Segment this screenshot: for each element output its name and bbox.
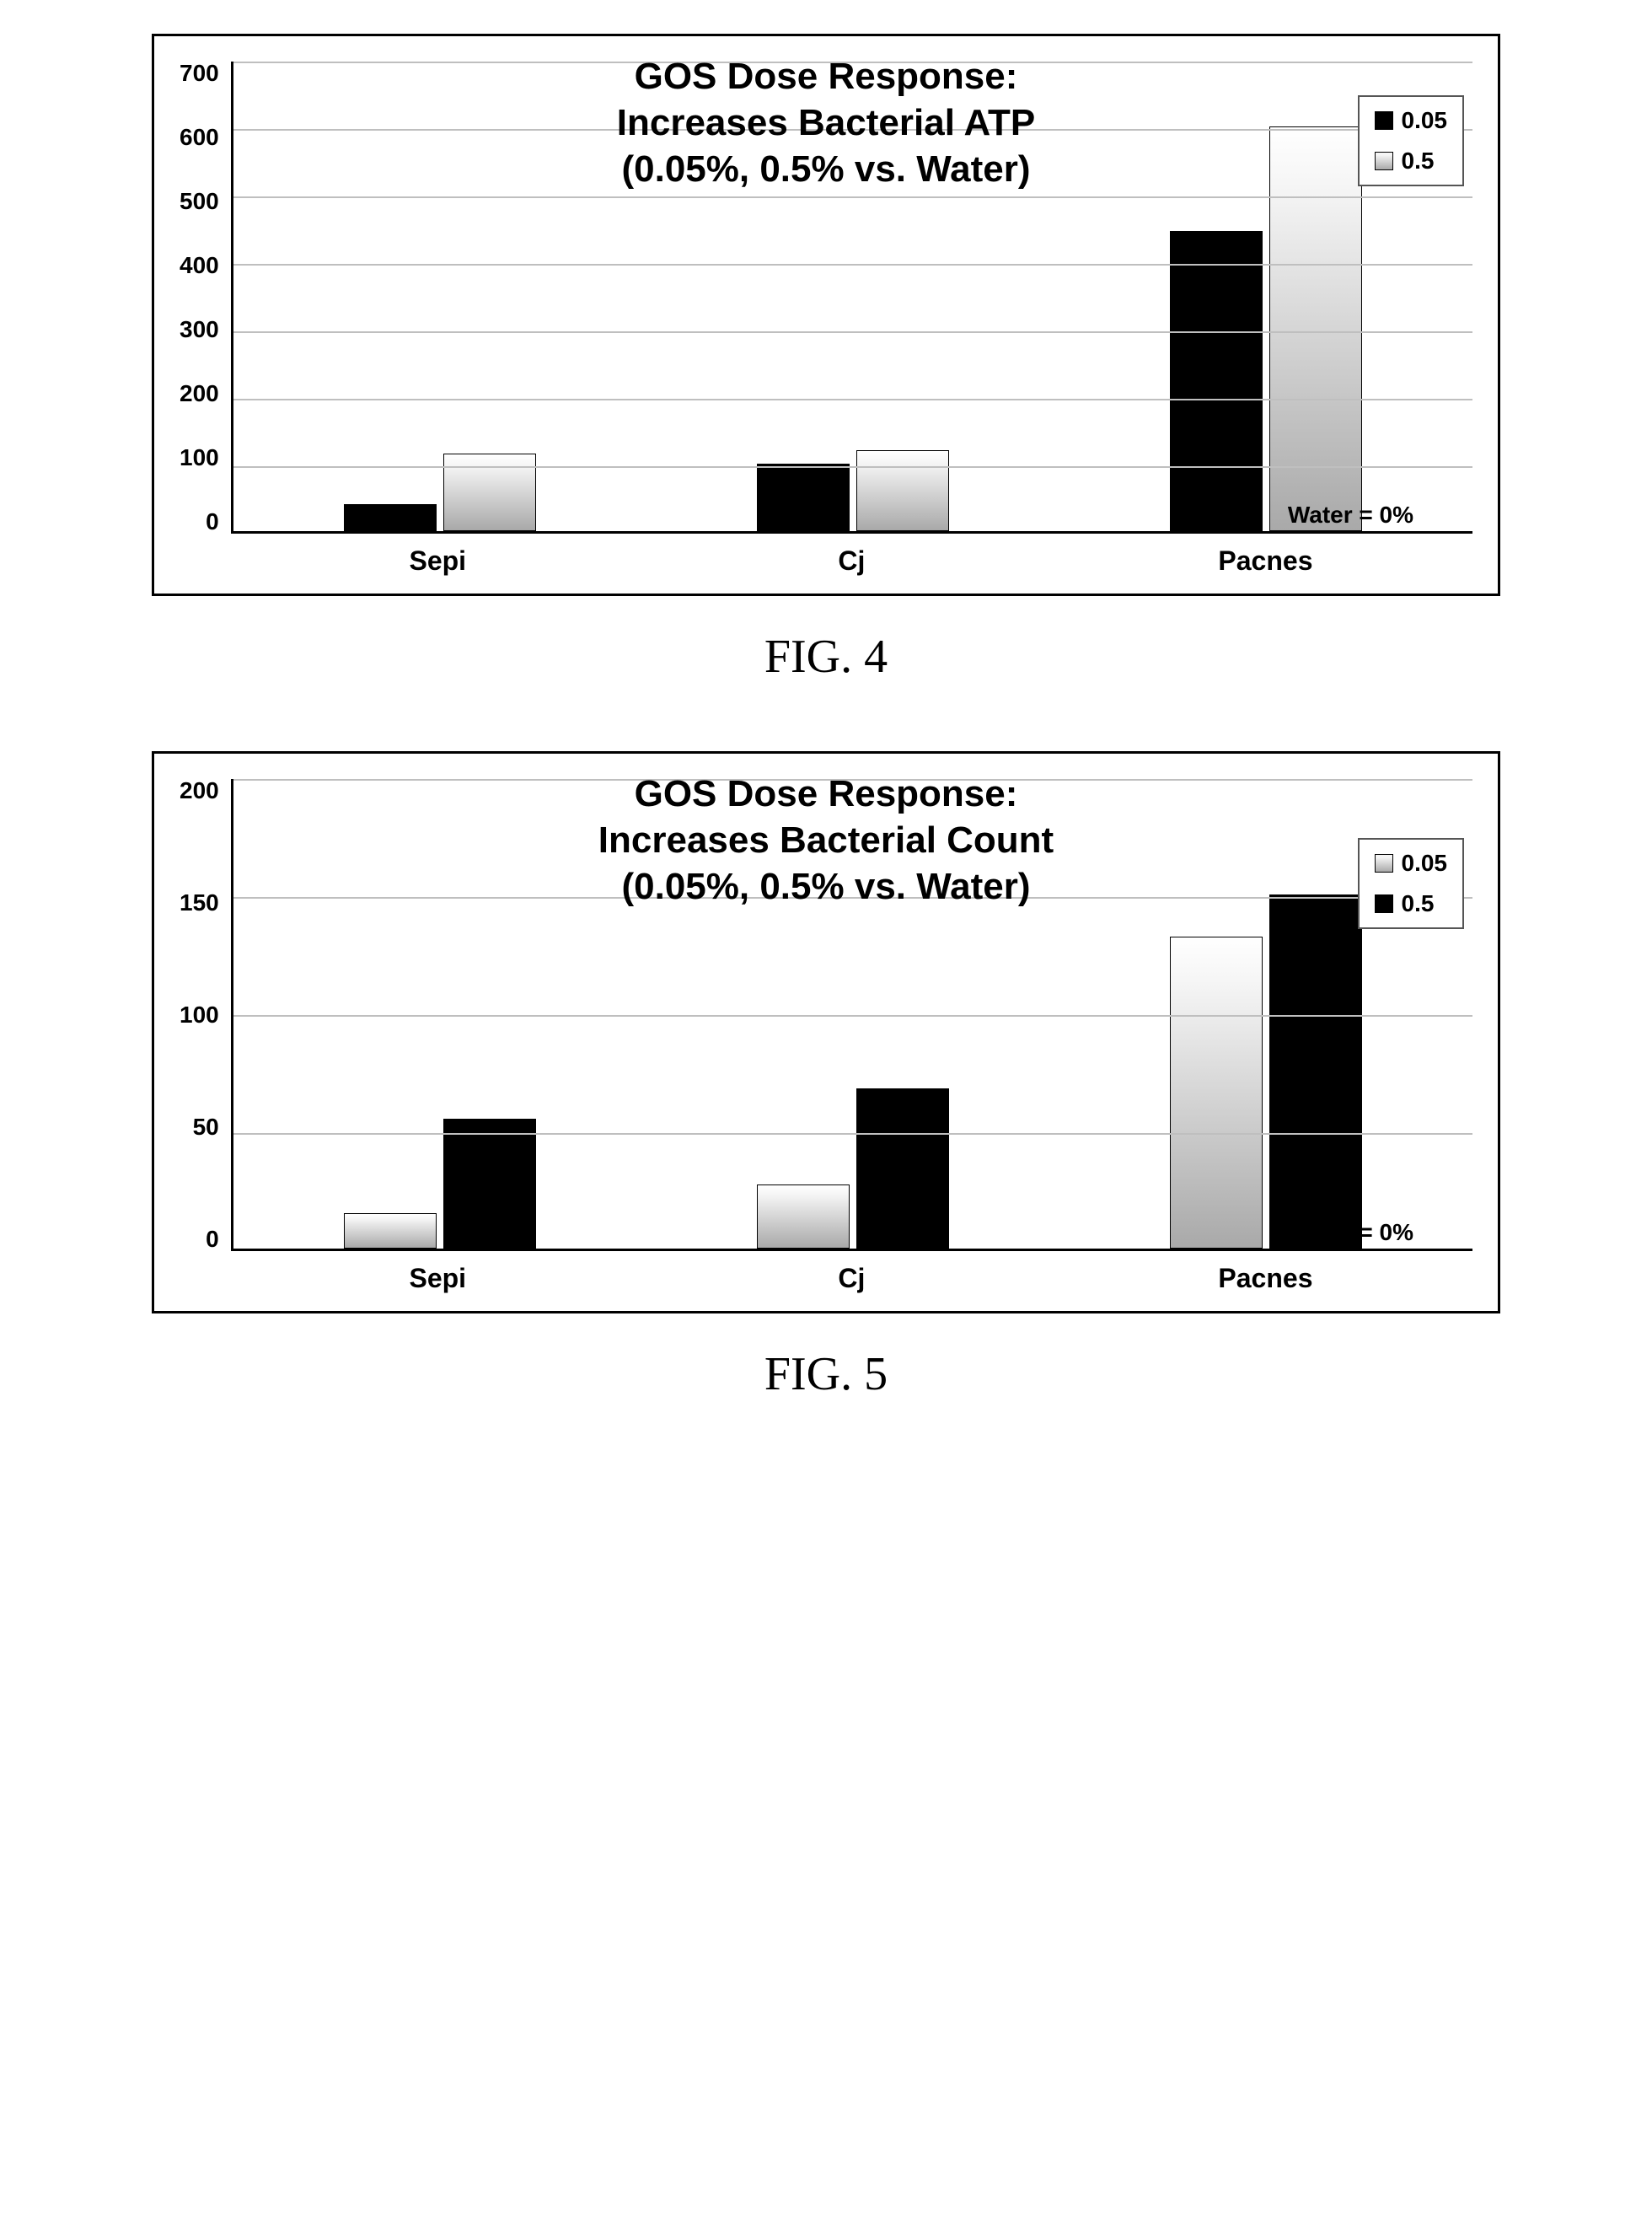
legend-label: 0.05 (1402, 850, 1448, 877)
bar-group (344, 62, 536, 531)
bar-group (1170, 779, 1362, 1249)
figure-5: GOS Dose Response: Increases Bacterial C… (152, 751, 1500, 1401)
legend-label: 0.05 (1402, 107, 1448, 134)
legend-label: 0.5 (1402, 148, 1435, 175)
x-tick-label: Sepi (341, 545, 534, 577)
legend-swatch (1375, 894, 1393, 913)
y-tick-label: 200 (180, 382, 219, 406)
bar (344, 1213, 437, 1249)
gridline (233, 196, 1472, 198)
gridline (233, 264, 1472, 266)
chart-container-fig4: GOS Dose Response: Increases Bacterial A… (152, 34, 1500, 596)
legend-item: 0.05 (1375, 850, 1448, 877)
bar (443, 454, 536, 531)
y-tick-label: 300 (180, 318, 219, 341)
x-tick-label: Sepi (341, 1263, 534, 1294)
legend-item: 0.05 (1375, 107, 1448, 134)
bar (757, 464, 850, 531)
x-labels-fig5: Sepi Cj Pacnes (231, 1263, 1472, 1294)
y-tick-label: 100 (180, 1003, 219, 1027)
x-labels-fig4: Sepi Cj Pacnes (231, 545, 1472, 577)
legend-swatch (1375, 152, 1393, 170)
bar (856, 1088, 949, 1249)
y-tick-label: 150 (180, 891, 219, 915)
chart-title-fig4: GOS Dose Response: Increases Bacterial A… (617, 53, 1035, 192)
y-tick-label: 600 (180, 126, 219, 149)
chart-title-fig5: GOS Dose Response: Increases Bacterial C… (598, 771, 1054, 910)
legend-item: 0.5 (1375, 890, 1448, 917)
x-tick-label: Pacnes (1169, 1263, 1361, 1294)
y-tick-label: 50 (193, 1115, 219, 1139)
bar-group (1170, 62, 1362, 531)
y-tick-label: 400 (180, 254, 219, 277)
legend-label: 0.5 (1402, 890, 1435, 917)
bar (344, 504, 437, 531)
y-axis-fig4: 700 600 500 400 300 200 100 0 (180, 62, 231, 534)
x-tick-label: Cj (755, 1263, 947, 1294)
bar (1269, 126, 1362, 531)
bar (1269, 894, 1362, 1249)
gridline (233, 1133, 1472, 1135)
x-tick-label: Cj (755, 545, 947, 577)
y-axis-fig5: 200 150 100 50 0 (180, 779, 231, 1251)
y-tick-label: 200 (180, 779, 219, 803)
x-tick-label: Pacnes (1169, 545, 1361, 577)
legend-fig4: 0.05 0.5 (1358, 95, 1465, 186)
water-annotation-fig4: Water = 0% (1288, 502, 1413, 529)
chart-container-fig5: GOS Dose Response: Increases Bacterial C… (152, 751, 1500, 1313)
y-tick-label: 500 (180, 190, 219, 213)
legend-item: 0.5 (1375, 148, 1448, 175)
bar (1170, 937, 1263, 1249)
legend-fig5: 0.05 0.5 (1358, 838, 1465, 929)
y-tick-label: 0 (206, 510, 219, 534)
y-tick-label: 100 (180, 446, 219, 470)
legend-swatch (1375, 111, 1393, 130)
figure-caption-fig4: FIG. 4 (764, 630, 888, 684)
legend-swatch (1375, 854, 1393, 873)
y-tick-label: 0 (206, 1227, 219, 1251)
y-tick-label: 700 (180, 62, 219, 85)
gridline (233, 1015, 1472, 1017)
gridline (233, 466, 1472, 468)
bar (856, 450, 949, 531)
water-annotation-fig5: Water = 0% (1288, 1219, 1413, 1246)
bar (1170, 231, 1263, 531)
gridline (233, 399, 1472, 400)
figure-4: GOS Dose Response: Increases Bacterial A… (152, 34, 1500, 684)
gridline (233, 331, 1472, 333)
figure-caption-fig5: FIG. 5 (764, 1347, 888, 1401)
page: GOS Dose Response: Increases Bacterial A… (34, 34, 1618, 1401)
bar-group (344, 779, 536, 1249)
bar (443, 1119, 536, 1249)
bar (757, 1184, 850, 1249)
